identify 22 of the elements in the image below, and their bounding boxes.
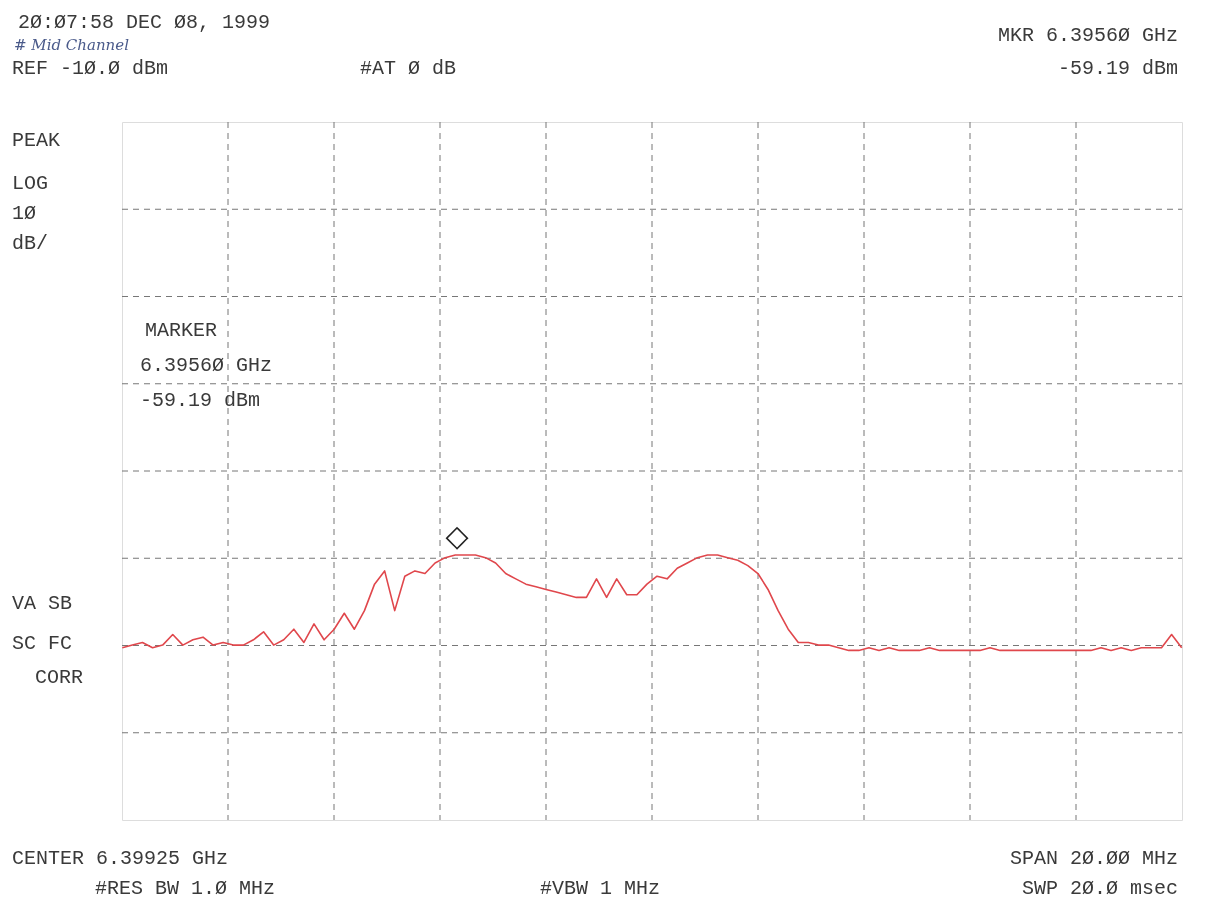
text: # Mid Channel (14, 36, 130, 54)
text: REF -1Ø.Ø dBm (12, 57, 169, 80)
text: 6.3956Ø GHz (140, 354, 273, 377)
text: CORR (35, 666, 84, 689)
text: MKR 6.3956Ø GHz (997, 24, 1178, 47)
text: PEAK (12, 129, 61, 152)
text: -59.19 dBm (140, 389, 261, 412)
text: #VBW 1 MHz (540, 877, 661, 900)
text: 2Ø:Ø7:58 DEC Ø8, 1999 (18, 11, 271, 34)
text: CENTER 6.39925 GHz (12, 847, 229, 870)
text: SPAN 2Ø.ØØ MHz (1009, 847, 1178, 870)
text: #RES BW 1.Ø MHz (95, 877, 276, 900)
text: ◇ (445, 518, 469, 553)
text: LOG (12, 172, 49, 195)
text: dB/ (12, 232, 49, 255)
text: MARKER (145, 319, 218, 342)
text: -59.19 dBm (1057, 57, 1178, 80)
text: VA SB (12, 592, 73, 615)
text: 1Ø (12, 202, 37, 225)
text: SC FC (12, 632, 73, 655)
text: SWP 2Ø.Ø msec (1021, 877, 1178, 900)
text: #AT Ø dB (360, 57, 457, 80)
